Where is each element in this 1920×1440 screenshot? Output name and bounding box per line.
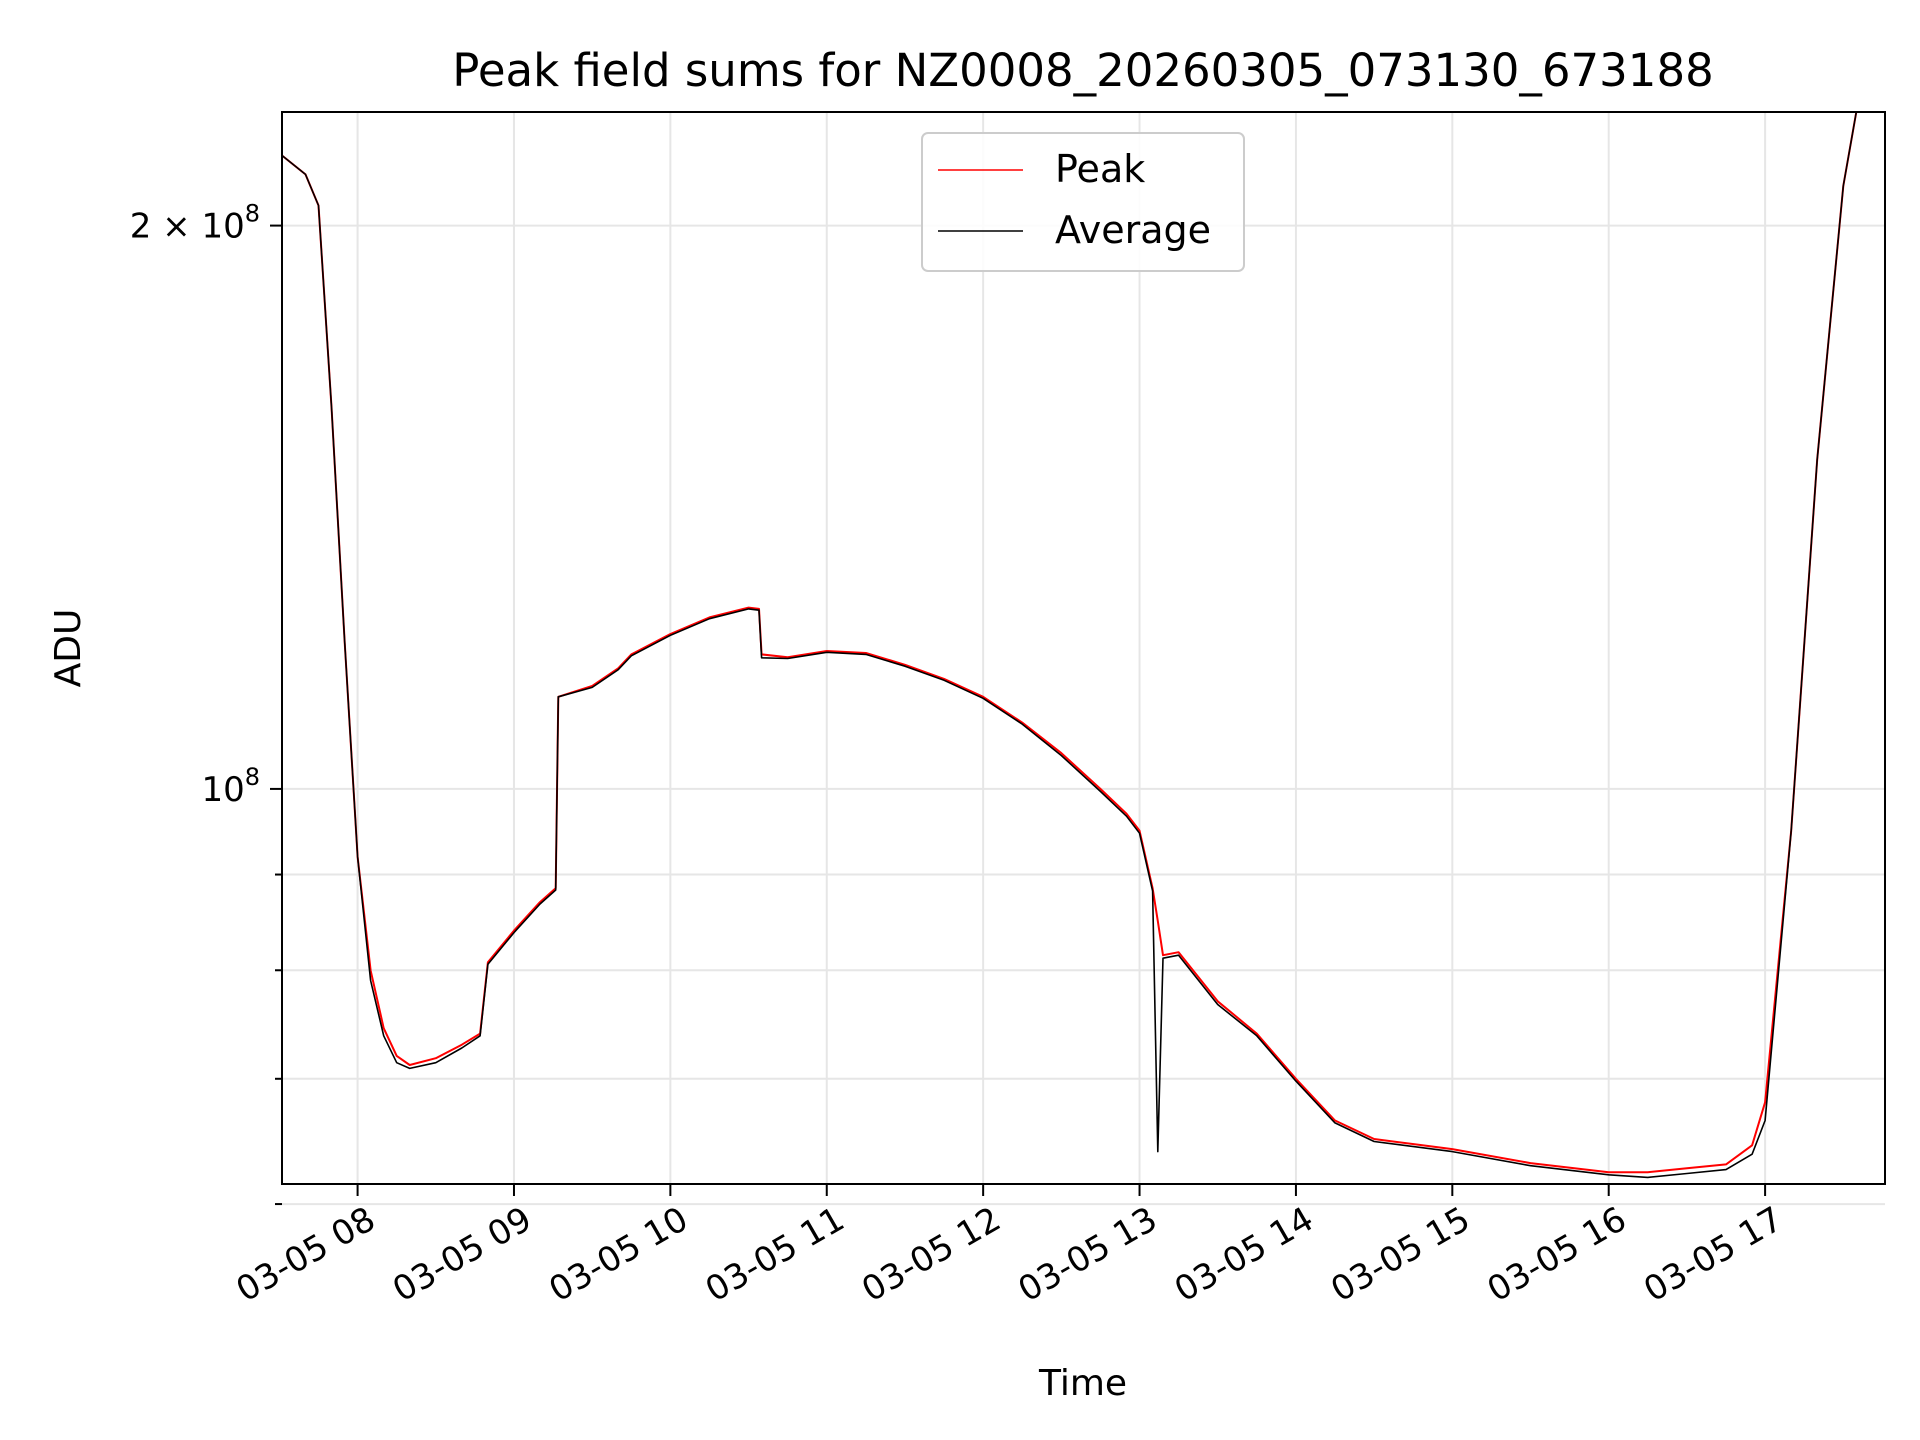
legend-label-average: Average	[1055, 208, 1211, 252]
y-axis-label: ADU	[48, 609, 89, 688]
chart-title: Peak field sums for NZ0008_20260305_0731…	[452, 44, 1713, 97]
legend-box	[921, 132, 1245, 272]
grid	[282, 112, 1885, 1206]
y-tick-label: 2 × 108	[130, 200, 260, 247]
plot-lines	[281, 111, 1885, 1179]
series-line-peak	[281, 111, 1885, 1174]
series-line-average	[281, 111, 1885, 1179]
plot-frame	[281, 111, 1886, 1185]
legend-label-peak: Peak	[1055, 147, 1145, 191]
x-axis-label: Time	[1038, 1363, 1127, 1404]
legend: Peak Average	[921, 132, 1245, 272]
y-tick-label: 108	[201, 763, 260, 810]
